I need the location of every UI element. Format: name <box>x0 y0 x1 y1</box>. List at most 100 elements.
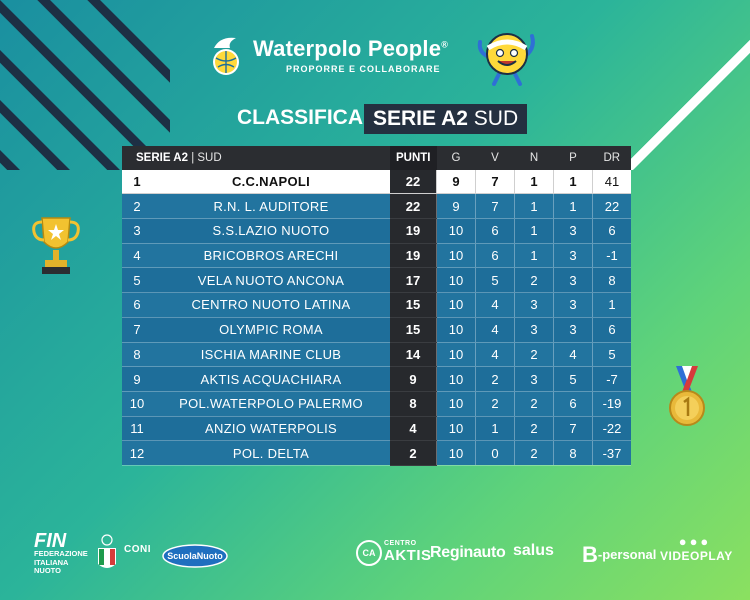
goal-diff-cell: -37 <box>592 440 631 466</box>
page-title: CLASSIFICA SERIE A2 SUD <box>0 104 750 134</box>
header-lost: P <box>553 146 593 170</box>
points-cell: 9 <box>390 366 437 392</box>
points-cell: 15 <box>390 317 437 343</box>
header-league: SERIE A2 | SUD <box>122 146 390 170</box>
waterpolo-people-logo-icon <box>213 37 239 75</box>
played-cell: 10 <box>436 243 476 269</box>
played-cell: 10 <box>436 440 476 466</box>
drawn-cell: 1 <box>514 193 554 220</box>
position-cell: 1 <box>122 169 152 195</box>
b-personal-logo: B-personal <box>582 542 657 567</box>
drawn-cell: 3 <box>514 292 554 318</box>
team-name-cell: S.S.LAZIO NUOTO <box>152 218 390 244</box>
goal-diff-cell: 22 <box>592 193 631 220</box>
won-cell: 6 <box>475 218 515 244</box>
team-name-cell: AKTIS ACQUACHIARA <box>152 366 390 392</box>
points-cell: 22 <box>390 169 437 195</box>
reginauto-logo: Reginauto <box>430 544 506 561</box>
drawn-cell: 1 <box>514 218 554 244</box>
trophy-icon <box>32 217 80 274</box>
svg-text:ScuolaNuoto: ScuolaNuoto <box>167 551 223 561</box>
lost-cell: 3 <box>553 292 593 318</box>
brand-header: Waterpolo People® PROPORRE E COLLABORARE <box>0 28 750 88</box>
lost-cell: 3 <box>553 218 593 244</box>
team-name-cell: CENTRO NUOTO LATINA <box>152 292 390 318</box>
goal-diff-cell: -19 <box>592 391 631 417</box>
waterpolo-ball-mascot-icon <box>477 33 535 86</box>
header-points: PUNTI <box>390 146 437 170</box>
table-row: 11 ANZIO WATERPOLIS 4 10 1 2 7 -22 <box>122 416 631 442</box>
lost-cell: 3 <box>553 243 593 269</box>
won-cell: 4 <box>475 292 515 318</box>
won-cell: 1 <box>475 416 515 442</box>
coni-label: CONI <box>124 544 151 555</box>
table-row: 1 C.C.NAPOLI 22 9 7 1 1 41 <box>122 169 631 195</box>
drawn-cell: 3 <box>514 366 554 392</box>
won-cell: 5 <box>475 267 515 294</box>
table-row: 12 POL. DELTA 2 10 0 2 8 -37 <box>122 440 631 466</box>
gold-medal-icon <box>669 366 705 426</box>
position-cell: 8 <box>122 342 152 368</box>
header-drawn: N <box>514 146 554 170</box>
brand-tagline: PROPORRE E COLLABORARE <box>286 64 441 74</box>
position-cell: 12 <box>122 440 152 466</box>
team-name-cell: ANZIO WATERPOLIS <box>152 416 390 442</box>
table-row: 6 CENTRO NUOTO LATINA 15 10 4 3 3 1 <box>122 292 631 318</box>
played-cell: 9 <box>436 193 476 220</box>
lost-cell: 1 <box>553 169 593 195</box>
header-won: V <box>475 146 515 170</box>
lost-cell: 4 <box>553 342 593 368</box>
drawn-cell: 2 <box>514 267 554 294</box>
table-row: 8 ISCHIA MARINE CLUB 14 10 4 2 4 5 <box>122 342 631 368</box>
goal-diff-cell: -22 <box>592 416 631 442</box>
team-name-cell: POL. DELTA <box>152 440 390 466</box>
played-cell: 9 <box>436 169 476 195</box>
sponsor-footer: FIN FEDERAZIONE ITALIANA NUOTO CONI Scuo… <box>34 530 733 575</box>
played-cell: 10 <box>436 342 476 368</box>
lost-cell: 5 <box>553 366 593 392</box>
points-cell: 22 <box>390 193 437 220</box>
table-row: 10 POL.WATERPOLO PALERMO 8 10 2 2 6 -19 <box>122 391 631 417</box>
brand-name: Waterpolo People® <box>253 36 449 61</box>
points-cell: 2 <box>390 440 437 466</box>
goal-diff-cell: 1 <box>592 292 631 318</box>
title-league-box: SERIE A2 SUD <box>364 104 528 134</box>
played-cell: 10 <box>436 391 476 417</box>
position-cell: 4 <box>122 243 152 269</box>
scuola-nuoto-logo: ScuolaNuoto <box>162 544 228 568</box>
lost-cell: 7 <box>553 416 593 442</box>
position-cell: 6 <box>122 292 152 318</box>
table-row: 7 OLYMPIC ROMA 15 10 4 3 3 6 <box>122 317 631 343</box>
salus-logo: salus <box>513 542 554 559</box>
team-name-cell: ISCHIA MARINE CLUB <box>152 342 390 368</box>
points-cell: 8 <box>390 391 437 417</box>
played-cell: 10 <box>436 292 476 318</box>
team-name-cell: R.N. L. AUDITORE <box>152 193 390 220</box>
title-region: SUD <box>473 107 519 130</box>
points-cell: 19 <box>390 243 437 269</box>
played-cell: 10 <box>436 366 476 392</box>
lost-cell: 6 <box>553 391 593 417</box>
points-cell: 15 <box>390 292 437 318</box>
points-cell: 4 <box>390 416 437 442</box>
goal-diff-cell: -1 <box>592 243 631 269</box>
points-cell: 14 <box>390 342 437 368</box>
fin-logo: FIN FEDERAZIONE ITALIANA NUOTO <box>34 530 88 575</box>
position-cell: 2 <box>122 193 152 220</box>
title-league: SERIE A2 <box>373 107 468 130</box>
drawn-cell: 1 <box>514 169 554 195</box>
won-cell: 2 <box>475 391 515 417</box>
water-drops-icon: ●●● <box>678 534 712 549</box>
title-prefix: CLASSIFICA <box>237 106 363 129</box>
goal-diff-cell: 41 <box>592 169 631 195</box>
position-cell: 10 <box>122 391 152 417</box>
won-cell: 7 <box>475 193 515 220</box>
drawn-cell: 2 <box>514 440 554 466</box>
coni-shield-icon <box>98 534 116 568</box>
played-cell: 10 <box>436 416 476 442</box>
drawn-cell: 2 <box>514 391 554 417</box>
played-cell: 10 <box>436 317 476 343</box>
table-header-row: SERIE A2 | SUD PUNTI G V N P DR <box>122 146 631 170</box>
table-row: 2 R.N. L. AUDITORE 22 9 7 1 1 22 <box>122 193 631 220</box>
team-name-cell: VELA NUOTO ANCONA <box>152 267 390 294</box>
